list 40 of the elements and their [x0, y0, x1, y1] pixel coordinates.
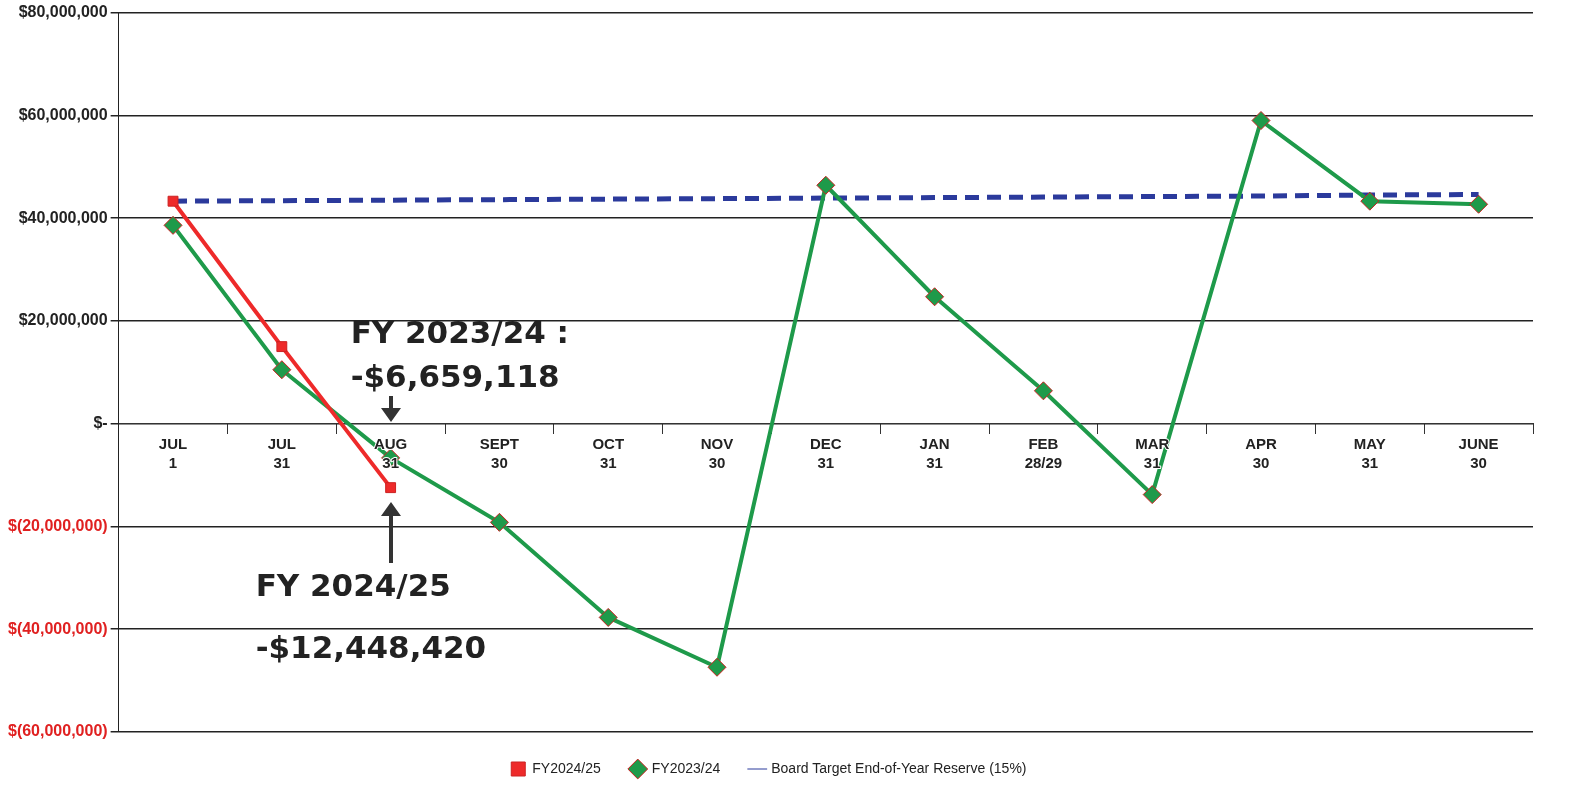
point [385, 482, 397, 494]
point [1360, 191, 1380, 211]
x-tick-label: FEB 28/29 [1024, 435, 1063, 472]
annotation: FY 2024/25 -$12,448,420 [255, 566, 487, 665]
x-tick-label: APR 30 [1245, 435, 1278, 472]
point [1142, 485, 1162, 505]
x-tick-label: JUL 31 [267, 435, 296, 472]
x-tick-label: OCT 31 [592, 435, 625, 472]
y-tick-label: $20,000,000 [18, 311, 108, 329]
x-tick-label: DEC 31 [809, 435, 842, 472]
y-tick-label: $40,000,000 [18, 208, 108, 226]
point [163, 215, 183, 235]
point [598, 607, 618, 627]
y-tick-label: $80,000,000 [18, 3, 108, 21]
x-tick-label: AUG 31 [373, 435, 408, 472]
point [167, 195, 179, 207]
point [925, 287, 945, 307]
y-tick-label: $(20,000,000) [7, 516, 108, 534]
x-tick-label: JUL 1 [158, 435, 188, 472]
point [1033, 381, 1053, 401]
x-tick-label: JUNE 30 [1458, 435, 1499, 472]
x-tick-label: SEPT 30 [479, 435, 520, 472]
x-tick-label: JAN 31 [919, 435, 950, 472]
point [272, 360, 292, 380]
y-tick-label: $(60,000,000) [7, 722, 108, 740]
x-tick-label: MAY 31 [1353, 435, 1386, 472]
y-tick-label: $60,000,000 [18, 105, 108, 123]
point [1469, 194, 1489, 214]
legend-label: Board Target End-of-Year Reserve (15%) [771, 759, 1027, 776]
point [707, 657, 727, 677]
y-tick-label: $(40,000,000) [7, 619, 108, 637]
point [276, 341, 288, 353]
point [816, 175, 836, 195]
annotation: FY 2023/24 : -$6,659,118 [350, 313, 569, 394]
point [489, 512, 509, 532]
legend-label: FY2023/24 [651, 759, 721, 776]
legend-label: FY2024/25 [532, 759, 601, 776]
y-tick-label: $- [93, 414, 108, 432]
x-tick-label: NOV 30 [700, 435, 734, 472]
point [1251, 111, 1271, 131]
